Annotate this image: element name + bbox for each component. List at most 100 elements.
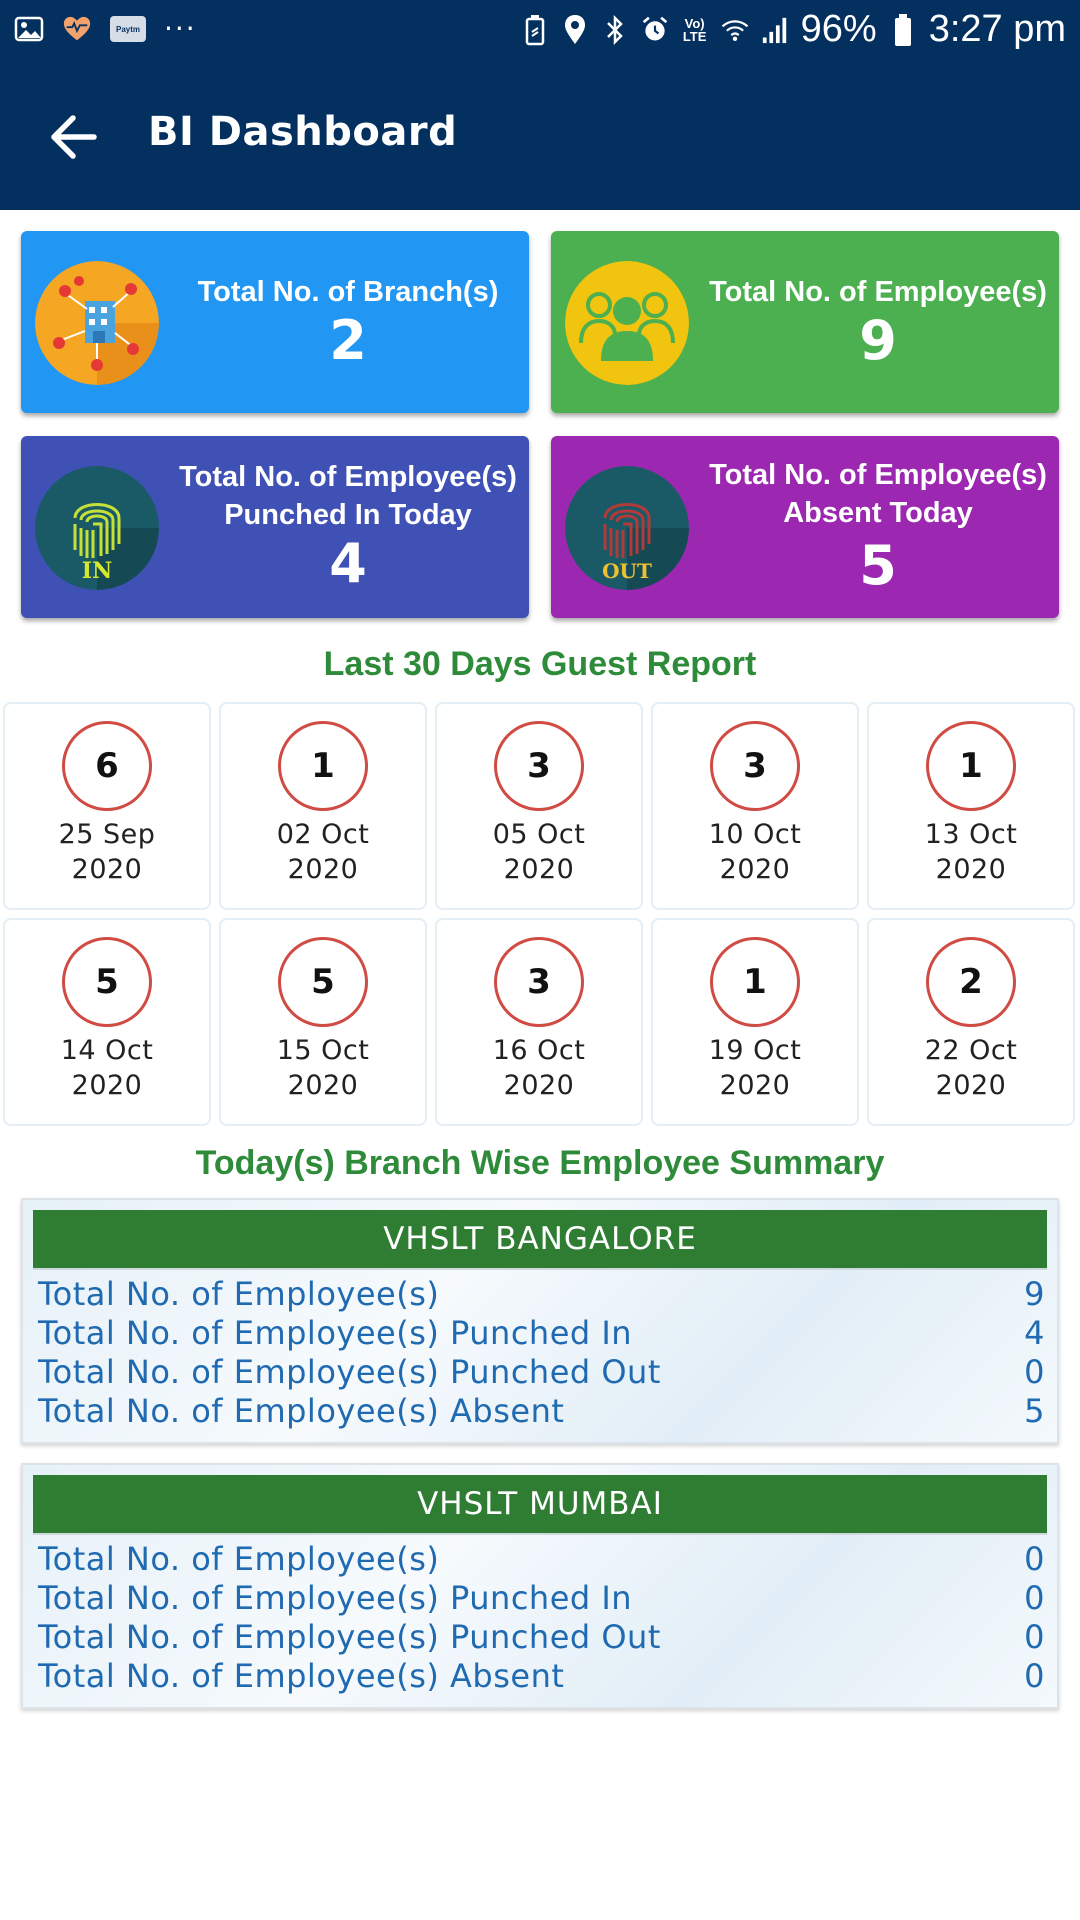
branch-row: Total No. of Employee(s) 9 <box>23 1274 1057 1313</box>
guest-report-item[interactable]: 6 25 Sep 2020 <box>3 702 211 910</box>
branch-row-label: Total No. of Employee(s) <box>38 1274 440 1313</box>
branches-card-text: Total No. of Branch(s) 2 <box>171 231 525 413</box>
guest-date-day: 13 Oct <box>924 819 1018 850</box>
branch-row-label: Total No. of Employee(s) Punched In <box>38 1578 633 1617</box>
absent-label-2: Absent Today <box>783 497 973 529</box>
guest-date-day: 14 Oct <box>60 1035 154 1066</box>
branch-card-bangalore[interactable]: VHSLT BANGALORE Total No. of Employee(s)… <box>21 1198 1059 1444</box>
status-bar: Paytm ··· Vo) LTE 96% 3:27 pm <box>0 0 1080 63</box>
guest-count: 1 <box>926 721 1016 811</box>
guest-date-year: 2020 <box>719 854 791 885</box>
guest-count: 1 <box>710 937 800 1027</box>
guest-date-year: 2020 <box>287 1070 359 1101</box>
branches-label: Total No. of Branch(s) <box>197 276 499 308</box>
guest-count: 5 <box>278 937 368 1027</box>
guest-report-item[interactable]: 3 10 Oct 2020 <box>651 702 859 910</box>
branch-row-label: Total No. of Employee(s) Punched Out <box>38 1617 661 1656</box>
guest-count: 5 <box>62 937 152 1027</box>
guest-date-day: 25 Sep <box>58 819 156 850</box>
guest-date-year: 2020 <box>503 854 575 885</box>
guest-report-item[interactable]: 3 05 Oct 2020 <box>435 702 643 910</box>
guest-count: 3 <box>494 937 584 1027</box>
guest-report-item[interactable]: 1 02 Oct 2020 <box>219 702 427 910</box>
punched-in-label-2: Punched In Today <box>224 499 472 531</box>
guest-report-item[interactable]: 2 22 Oct 2020 <box>867 918 1075 1126</box>
branch-row-value: 9 <box>1024 1274 1045 1313</box>
in-badge: IN <box>82 558 112 584</box>
absent-card-text: Total No. of Employee(s) Absent Today 5 <box>701 436 1055 618</box>
absent-value: 5 <box>859 534 897 597</box>
guest-count: 3 <box>494 721 584 811</box>
bluetooth-icon <box>601 13 629 47</box>
branch-network-icon <box>35 261 159 385</box>
out-badge: OUT <box>602 559 652 583</box>
guest-report-item[interactable]: 1 13 Oct 2020 <box>867 702 1075 910</box>
status-bar-left: Paytm ··· <box>14 14 197 44</box>
branch-row-label: Total No. of Employee(s) Absent <box>38 1656 565 1695</box>
battery-icon <box>889 13 917 47</box>
branch-row-value: 0 <box>1024 1656 1045 1695</box>
branch-row-label: Total No. of Employee(s) Absent <box>38 1391 565 1430</box>
guest-report-item[interactable]: 1 19 Oct 2020 <box>651 918 859 1126</box>
guest-date-day: 05 Oct <box>492 819 586 850</box>
guest-date-day: 19 Oct <box>708 1035 802 1066</box>
guest-report-grid: 6 25 Sep 2020 1 02 Oct 2020 3 05 Oct 202… <box>3 702 1077 1126</box>
back-button[interactable] <box>40 107 106 167</box>
guest-report-item[interactable]: 3 16 Oct 2020 <box>435 918 643 1126</box>
branch-row-value: 0 <box>1024 1617 1045 1656</box>
signal-icon <box>761 13 789 47</box>
branch-row: Total No. of Employee(s) Punched Out 0 <box>23 1352 1057 1391</box>
guest-count: 1 <box>278 721 368 811</box>
guest-date-day: 10 Oct <box>708 819 802 850</box>
branch-name: VHSLT MUMBAI <box>33 1475 1047 1535</box>
paytm-icon: Paytm <box>110 16 146 42</box>
employees-card[interactable]: Total No. of Employee(s) 9 <box>551 231 1059 413</box>
absent-label-1: Total No. of Employee(s) <box>709 459 1047 491</box>
branch-row-value: 5 <box>1024 1391 1045 1430</box>
location-icon <box>561 13 589 47</box>
battery-saver-icon <box>521 13 549 47</box>
volte-icon: Vo) LTE <box>682 15 707 44</box>
employees-value: 9 <box>859 309 897 372</box>
guest-report-item[interactable]: 5 14 Oct 2020 <box>3 918 211 1126</box>
branch-row: Total No. of Employee(s) Punched In 0 <box>23 1578 1057 1617</box>
branch-row: Total No. of Employee(s) 0 <box>23 1539 1057 1578</box>
wifi-icon <box>721 13 749 47</box>
battery-level: 96% <box>800 8 877 50</box>
clock: 3:27 pm <box>928 8 1066 50</box>
health-icon <box>62 14 92 44</box>
branch-row: Total No. of Employee(s) Absent 5 <box>23 1391 1057 1430</box>
image-icon <box>14 14 44 44</box>
absent-card[interactable]: OUT Total No. of Employee(s) Absent Toda… <box>551 436 1059 618</box>
guest-date-day: 15 Oct <box>276 1035 370 1066</box>
guest-report-title: Last 30 Days Guest Report <box>323 645 757 683</box>
guest-date-year: 2020 <box>71 1070 143 1101</box>
branches-card[interactable]: Total No. of Branch(s) 2 <box>21 231 529 413</box>
employees-group-icon <box>565 261 689 385</box>
punched-in-label-1: Total No. of Employee(s) <box>179 461 517 493</box>
branches-value: 2 <box>329 309 367 372</box>
guest-report-item[interactable]: 5 15 Oct 2020 <box>219 918 427 1126</box>
status-bar-right: Vo) LTE 96% 3:27 pm <box>521 8 1066 51</box>
guest-date-year: 2020 <box>935 854 1007 885</box>
alarm-icon <box>641 13 669 47</box>
guest-date-day: 02 Oct <box>276 819 370 850</box>
branch-row: Total No. of Employee(s) Punched Out 0 <box>23 1617 1057 1656</box>
fingerprint-in-icon: IN <box>35 466 159 590</box>
branch-row: Total No. of Employee(s) Punched In 4 <box>23 1313 1057 1352</box>
guest-date-day: 22 Oct <box>924 1035 1018 1066</box>
page-title: BI Dashboard <box>148 109 458 155</box>
branch-card-mumbai[interactable]: VHSLT MUMBAI Total No. of Employee(s) 0 … <box>21 1463 1059 1709</box>
guest-count: 2 <box>926 937 1016 1027</box>
branch-row-value: 0 <box>1024 1578 1045 1617</box>
punched-in-card[interactable]: IN Total No. of Employee(s) Punched In T… <box>21 436 529 618</box>
branch-row-value: 0 <box>1024 1352 1045 1391</box>
guest-date-year: 2020 <box>71 854 143 885</box>
guest-date-year: 2020 <box>287 854 359 885</box>
punched-in-value: 4 <box>329 532 367 595</box>
more-dots-icon: ··· <box>164 12 197 45</box>
guest-date-year: 2020 <box>935 1070 1007 1101</box>
guest-date-day: 16 Oct <box>492 1035 586 1066</box>
branch-row-value: 4 <box>1024 1313 1045 1352</box>
fingerprint-out-icon: OUT <box>565 466 689 590</box>
